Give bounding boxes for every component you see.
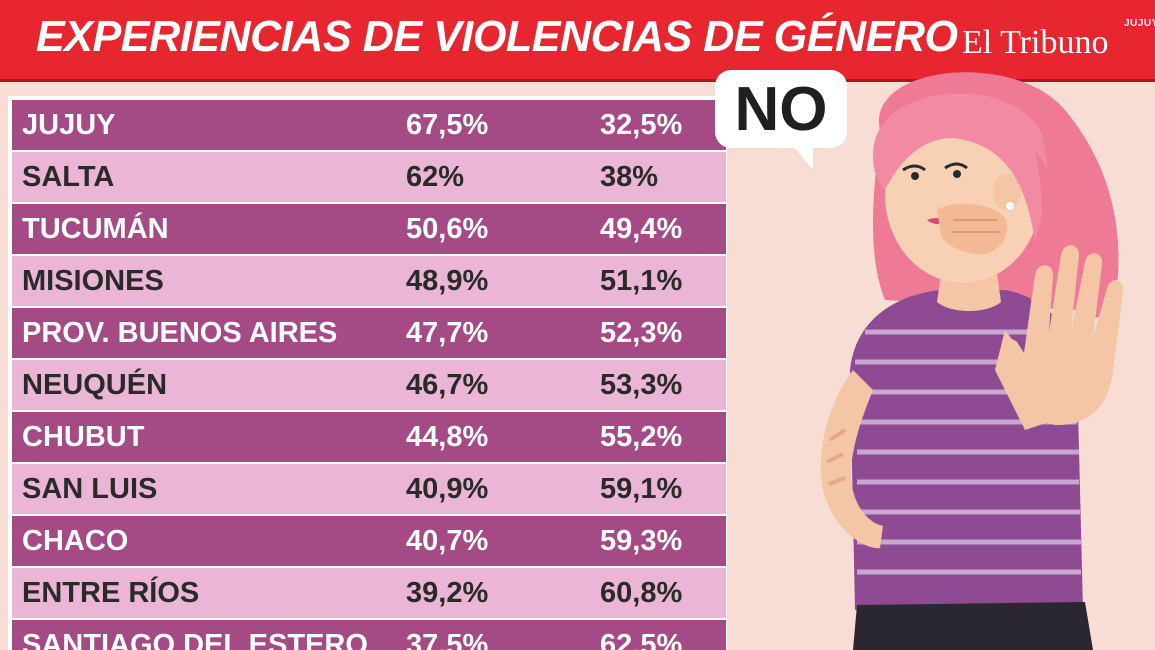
no-percent-cell: 60,8% (600, 577, 683, 609)
yes-percent-cell: 47,7% (406, 317, 489, 349)
arm-on-hip (820, 370, 883, 549)
province-cell: JUJUY (22, 109, 116, 141)
no-percent-cell: 59,1% (600, 473, 683, 505)
yes-percent-cell: 67,5% (406, 109, 489, 141)
province-cell: SANTIAGO DEL ESTERO (22, 629, 368, 650)
chart-title: EXPERIENCIAS DE VIOLENCIAS DE GÉNERO (36, 12, 958, 61)
table-row: TUCUMÁN 50,6% 49,4% (12, 204, 726, 254)
no-percent-cell: 53,3% (600, 369, 683, 401)
stop-hand (1023, 245, 1124, 426)
table-row: CHUBUT 44,8% 55,2% (12, 412, 726, 462)
table-row: SAN LUIS 40,9% 59,1% (12, 464, 726, 514)
yes-percent-cell: 40,7% (406, 525, 489, 557)
province-cell: NEUQUÉN (22, 369, 168, 401)
province-cell: SALTA (22, 161, 115, 193)
province-cell: CHACO (22, 525, 129, 557)
yes-percent-cell: 50,6% (406, 213, 489, 245)
yes-percent-cell: 48,9% (406, 265, 489, 297)
province-cell: TUCUMÁN (22, 213, 169, 245)
yes-percent-cell: 39,2% (406, 577, 489, 609)
province-cell: ENTRE RÍOS (22, 577, 200, 609)
no-percent-cell: 62,5% (600, 629, 683, 650)
woman-stop-gesture-illustration: NO (715, 70, 1124, 650)
province-cell: PROV. BUENOS AIRES (22, 317, 338, 349)
no-percent-cell: 51,1% (600, 265, 683, 297)
no-percent-cell: 55,2% (600, 421, 683, 453)
header-bar: EXPERIENCIAS DE VIOLENCIAS DE GÉNERO JUJ… (0, 0, 1155, 82)
province-cell: CHUBUT (22, 421, 145, 453)
speech-bubble-text: NO (735, 75, 828, 144)
no-percent-cell: 32,5% (600, 109, 683, 141)
yes-percent-cell: 40,9% (406, 473, 489, 505)
province-cell: MISIONES (22, 265, 164, 297)
no-percent-cell: 52,3% (600, 317, 683, 349)
brand-region-label: JUJUY (1124, 18, 1155, 29)
pants (853, 602, 1093, 650)
no-percent-cell: 49,4% (600, 213, 683, 245)
yes-percent-cell: 46,7% (406, 369, 489, 401)
data-table: JUJUY 67,5% 32,5% SALTA 62% 38% TUCUMÁN 50,6% 49… (8, 96, 727, 650)
speech-bubble: NO (715, 70, 847, 170)
table-row: SALTA 62% 38% (12, 152, 726, 202)
table-row: NEUQUÉN 46,7% 53,3% (12, 360, 726, 410)
table-row: PROV. BUENOS AIRES 47,7% 52,3% (12, 308, 726, 358)
hair-front (873, 93, 1048, 240)
table-row: SANTIAGO DEL ESTERO 37,5% 62,5% (12, 620, 726, 650)
table-row: JUJUY 67,5% 32,5% (12, 100, 726, 150)
table-row: CHACO 40,7% 59,3% (12, 516, 726, 566)
yes-percent-cell: 44,8% (406, 421, 489, 453)
brand-logo: El Tribuno (962, 24, 1109, 61)
province-cell: SAN LUIS (22, 473, 158, 505)
no-percent-cell: 38% (600, 161, 659, 193)
no-percent-cell: 59,3% (600, 525, 683, 557)
table-row: MISIONES 48,9% 51,1% (12, 256, 726, 306)
yes-percent-cell: 37,5% (406, 629, 489, 650)
hand-over-mouth (937, 203, 1007, 255)
yes-percent-cell: 62% (406, 161, 465, 193)
table-row: ENTRE RÍOS 39,2% 60,8% (12, 568, 726, 618)
